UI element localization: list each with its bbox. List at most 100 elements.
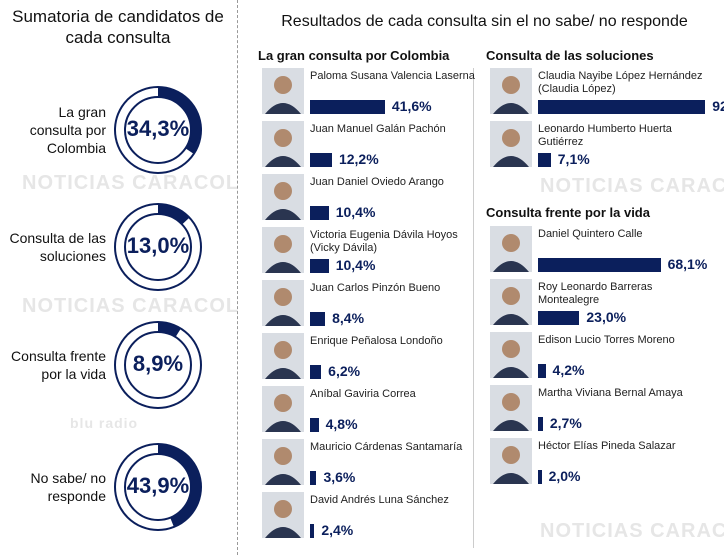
donut-chart bbox=[114, 321, 202, 409]
bar-value: 23,0% bbox=[586, 309, 627, 325]
donut-value: 34,3% bbox=[126, 116, 190, 141]
bar bbox=[310, 365, 322, 379]
donut-arc bbox=[115, 322, 201, 408]
person-icon bbox=[265, 182, 301, 220]
donut-label: Consulta de las soluciones bbox=[9, 230, 106, 264]
candidate-photo bbox=[490, 68, 532, 114]
person-icon bbox=[493, 129, 529, 167]
person-icon bbox=[493, 287, 529, 325]
candidate-photo bbox=[262, 121, 304, 167]
donut-inner-ring bbox=[124, 453, 192, 521]
donut-inner-ring bbox=[124, 96, 192, 164]
donut-value: 8,9% bbox=[132, 351, 184, 376]
bar bbox=[310, 153, 332, 167]
bar bbox=[310, 418, 319, 432]
candidate-name: Héctor Elías Pineda Salazar bbox=[538, 440, 676, 452]
candidate-name: Juan Carlos Pinzón Bueno bbox=[310, 282, 441, 294]
candidate-name: David Andrés Luna Sánchez bbox=[310, 494, 449, 506]
bar bbox=[538, 417, 543, 431]
candidate-name: Juan Manuel Galán Pachón bbox=[310, 123, 446, 135]
bar bbox=[310, 312, 326, 326]
bar-value: 41,6% bbox=[391, 98, 432, 114]
person-icon bbox=[493, 234, 529, 272]
bar bbox=[538, 470, 542, 484]
donut-value: 13,0% bbox=[126, 233, 190, 258]
candidate-photo bbox=[490, 226, 532, 272]
bar-value: 8,4% bbox=[332, 310, 365, 326]
candidate-photo bbox=[262, 333, 304, 379]
bar bbox=[310, 100, 385, 114]
person-icon bbox=[265, 76, 301, 114]
candidate-name: Roy Leonardo Barreras Montealegre bbox=[538, 281, 653, 306]
bar-value: 10,4% bbox=[335, 204, 376, 220]
divider bbox=[237, 0, 238, 555]
person-icon bbox=[265, 500, 301, 538]
candidate-name: Mauricio Cárdenas Santamaría bbox=[310, 441, 463, 453]
donut-label: La gran consulta por Colombia bbox=[29, 104, 106, 156]
person-icon bbox=[265, 129, 301, 167]
bar bbox=[538, 311, 580, 325]
candidate-photo bbox=[490, 121, 532, 167]
bar-value: 4,8% bbox=[325, 416, 358, 432]
donut-label: No sabe/ no responde bbox=[30, 470, 107, 504]
candidate-name: Leonardo Humberto Huerta Gutiérrez bbox=[538, 123, 672, 148]
watermark: blu radio bbox=[70, 415, 139, 431]
donut-chart bbox=[114, 443, 202, 531]
donut-outer-ring bbox=[114, 203, 202, 291]
person-icon bbox=[265, 447, 301, 485]
bar-value: 4,2% bbox=[552, 362, 585, 378]
donut-inner-ring bbox=[124, 331, 192, 399]
donut-arc bbox=[115, 204, 201, 290]
person-icon bbox=[265, 341, 301, 379]
section-title: Consulta de las soluciones bbox=[486, 48, 654, 63]
person-icon bbox=[493, 76, 529, 114]
person-icon bbox=[265, 235, 301, 273]
bar-value: 3,6% bbox=[323, 469, 356, 485]
bar-value: 7,1% bbox=[557, 151, 590, 167]
person-icon bbox=[265, 394, 301, 432]
donut-arc bbox=[115, 444, 201, 530]
watermark: NOTICIAS CARACOL bbox=[540, 175, 724, 197]
donut-outer-ring bbox=[114, 86, 202, 174]
bar bbox=[310, 471, 317, 485]
candidate-photo bbox=[262, 386, 304, 432]
candidate-photo bbox=[262, 280, 304, 326]
bar bbox=[538, 364, 546, 378]
candidate-name: Edison Lucio Torres Moreno bbox=[538, 334, 675, 346]
candidate-photo bbox=[490, 332, 532, 378]
bar-value: 12,2% bbox=[338, 151, 379, 167]
donut-value: 43,9% bbox=[126, 473, 190, 498]
bar-value: 10,4% bbox=[335, 257, 376, 273]
candidate-photo bbox=[490, 279, 532, 325]
candidate-name: Paloma Susana Valencia Laserna bbox=[310, 70, 475, 82]
donut-label: Consulta frente por la vida bbox=[11, 348, 106, 382]
candidate-photo bbox=[262, 439, 304, 485]
bar bbox=[310, 524, 315, 538]
donut-chart bbox=[114, 86, 202, 174]
section-title: La gran consulta por Colombia bbox=[258, 48, 450, 63]
candidate-name: Enrique Peñalosa Londoño bbox=[310, 335, 443, 347]
watermark: NOTICIAS CARACOL bbox=[22, 295, 240, 317]
person-icon bbox=[493, 446, 529, 484]
bar bbox=[310, 206, 329, 220]
candidate-name: Juan Daniel Oviedo Arango bbox=[310, 176, 444, 188]
left-title: Sumatoria de candidatos de cada consulta bbox=[12, 7, 224, 47]
bar-value: 68,1% bbox=[667, 256, 708, 272]
candidate-photo bbox=[262, 68, 304, 114]
candidate-name: Victoria Eugenia Dávila Hoyos (Vicky Dáv… bbox=[310, 229, 458, 254]
bar bbox=[538, 153, 551, 167]
column-divider bbox=[473, 68, 474, 548]
donut-inner-ring bbox=[124, 213, 192, 281]
candidate-photo bbox=[262, 492, 304, 538]
watermark: NOTICIAS CARACOL bbox=[22, 172, 240, 194]
donut-outer-ring bbox=[114, 321, 202, 409]
watermark: NOTICIAS CARACOL bbox=[540, 520, 724, 542]
bar-value: 2,4% bbox=[321, 522, 354, 538]
candidate-photo bbox=[262, 174, 304, 220]
candidate-photo bbox=[490, 438, 532, 484]
bar-value: 2,0% bbox=[548, 468, 581, 484]
person-icon bbox=[493, 393, 529, 431]
bar-value: 6,2% bbox=[328, 363, 361, 379]
candidate-name: Martha Viviana Bernal Amaya bbox=[538, 387, 683, 399]
bar-value: 2,7% bbox=[549, 415, 582, 431]
